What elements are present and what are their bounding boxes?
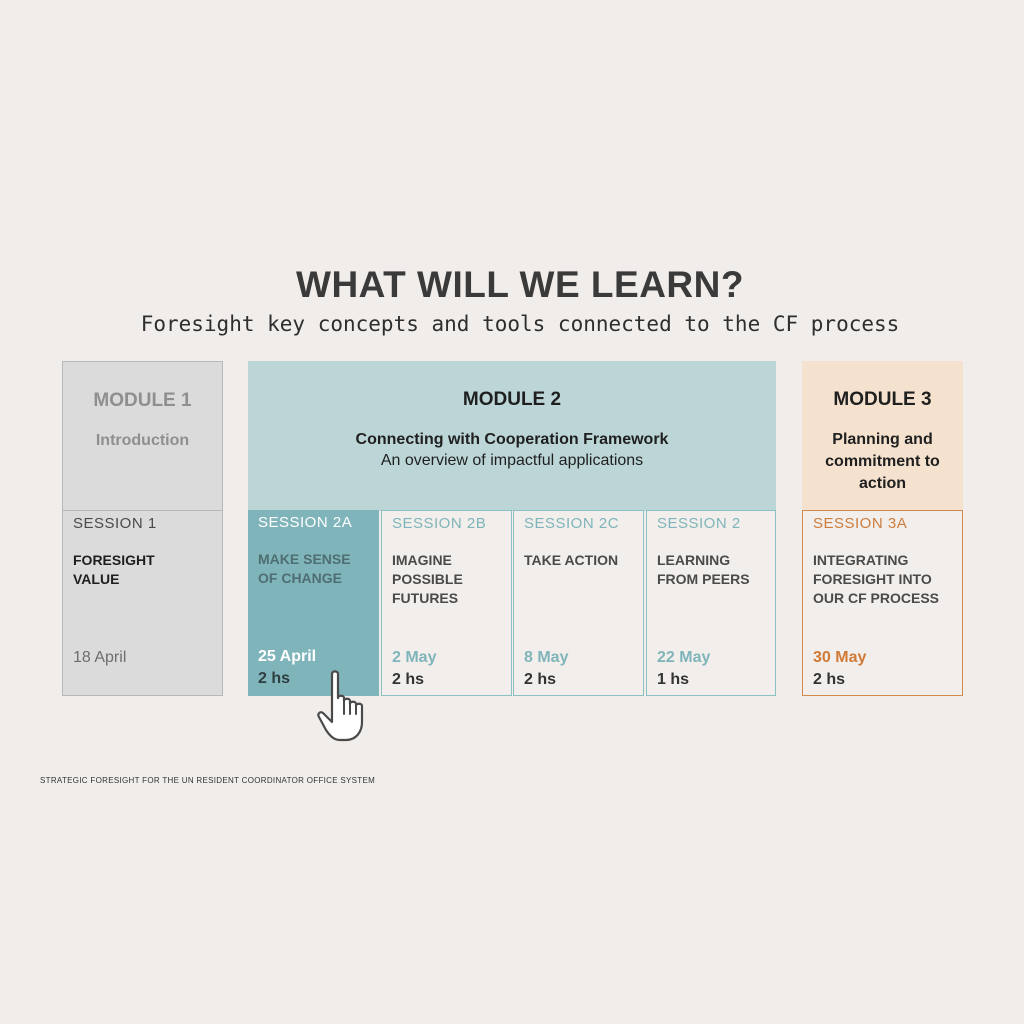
session-date: 25 April xyxy=(258,648,317,665)
session-duration: 1 hs xyxy=(657,671,690,688)
session-duration: 2 hs xyxy=(392,671,425,688)
module-3-header: MODULE 3 Planning and commitment to acti… xyxy=(802,361,963,511)
session-description: IMAGINE POSSIBLE FUTURES xyxy=(392,552,463,606)
session-description: MAKE SENSE OF CHANGE xyxy=(258,551,351,586)
module-3-subtitle: Planning and commitment to action xyxy=(825,431,940,492)
session-date: 2 May xyxy=(392,649,437,666)
session-label: SESSION 2C xyxy=(524,515,620,532)
session-label: SESSION 2B xyxy=(392,515,487,532)
module-1-header: MODULE 1 Introduction xyxy=(62,361,223,511)
session-card-2c[interactable]: SESSION 2C TAKE ACTION 8 May 2 hs xyxy=(513,510,644,696)
session-card-2a[interactable]: SESSION 2A MAKE SENSE OF CHANGE 25 April… xyxy=(248,510,379,696)
session-description: TAKE ACTION xyxy=(524,552,619,568)
module-3-title: MODULE 3 xyxy=(833,389,932,410)
session-date: 22 May xyxy=(657,649,711,666)
session-duration: 2 hs xyxy=(813,671,846,688)
session-label: SESSION 3A xyxy=(813,515,908,532)
module-2-subtitle: Connecting with Cooperation Framework xyxy=(355,431,669,448)
session-date: 8 May xyxy=(524,649,569,666)
session-description: INTEGRATING FORESIGHT INTO OUR CF PROCES… xyxy=(813,552,940,606)
session-card-3a[interactable]: SESSION 3A INTEGRATING FORESIGHT INTO OU… xyxy=(802,510,963,696)
session-label: SESSION 2 xyxy=(657,515,741,532)
session-label: SESSION 1 xyxy=(73,515,157,532)
session-duration: 2 hs xyxy=(258,670,291,687)
page-subtitle: Foresight key concepts and tools connect… xyxy=(140,312,900,336)
module-1-title: MODULE 1 xyxy=(93,390,192,411)
session-description: FORESIGHT VALUE xyxy=(73,552,155,587)
session-label: SESSION 2A xyxy=(258,514,353,531)
module-2-description: An overview of impactful applications xyxy=(380,452,644,469)
session-date: 30 May xyxy=(813,649,867,666)
session-card-2-peers[interactable]: SESSION 2 LEARNING FROM PEERS 22 May 1 h… xyxy=(646,510,776,696)
module-2-title: MODULE 2 xyxy=(462,389,562,410)
module-2-header: MODULE 2 Connecting with Cooperation Fra… xyxy=(248,361,776,511)
session-card-1[interactable]: SESSION 1 FORESIGHT VALUE 18 April xyxy=(62,510,223,696)
session-date: 18 April xyxy=(73,649,127,666)
footer-text: STRATEGIC FORESIGHT FOR THE UN RESIDENT … xyxy=(40,776,376,785)
session-description: LEARNING FROM PEERS xyxy=(657,552,750,587)
session-card-2b[interactable]: SESSION 2B IMAGINE POSSIBLE FUTURES 2 Ma… xyxy=(381,510,512,696)
session-duration: 2 hs xyxy=(524,671,557,688)
hand-pointer-icon xyxy=(317,670,364,742)
page-title: WHAT WILL WE LEARN? xyxy=(296,264,744,305)
module-1-subtitle: Introduction xyxy=(95,432,190,449)
